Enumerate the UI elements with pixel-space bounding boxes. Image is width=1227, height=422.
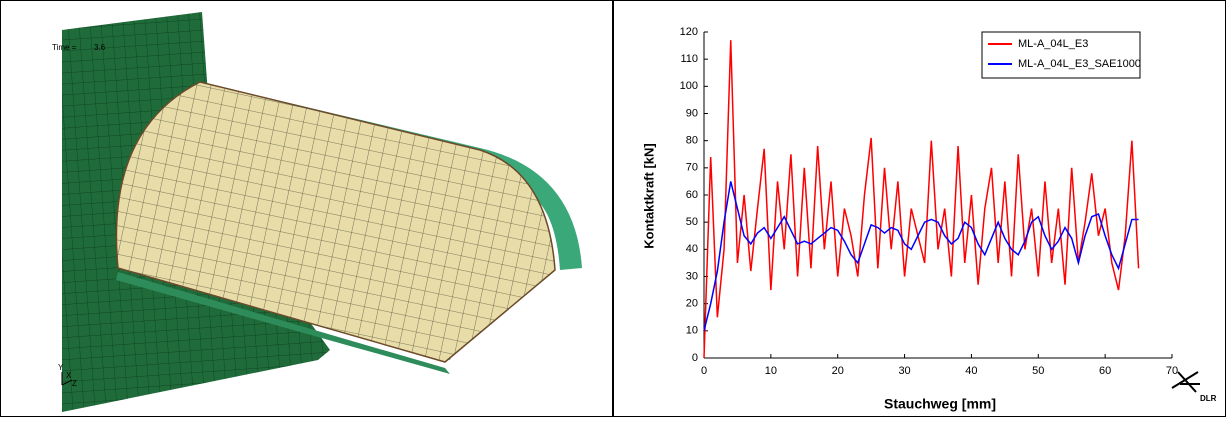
logo-mark bbox=[1171, 371, 1200, 393]
time-value: 3.6 bbox=[94, 43, 106, 52]
time-label: Time = bbox=[52, 43, 77, 52]
x-tick-label: 20 bbox=[832, 365, 844, 377]
y-tick-label: 50 bbox=[686, 216, 698, 228]
legend-label: ML-A_04L_E3_SAE1000 bbox=[1018, 58, 1141, 70]
y-tick-label: 90 bbox=[686, 107, 698, 119]
triad bbox=[61, 379, 73, 386]
y-tick-label: 100 bbox=[680, 80, 698, 92]
series-line bbox=[703, 40, 1140, 359]
x-tick-label: 0 bbox=[701, 365, 707, 377]
y-axis-label: Kontaktkraft [kN] bbox=[641, 143, 656, 248]
y-tick-label: 120 bbox=[680, 26, 698, 38]
y-tick-label: 20 bbox=[686, 298, 698, 310]
x-tick-label: 60 bbox=[1099, 365, 1111, 377]
y-tick-label: 80 bbox=[686, 135, 698, 147]
x-tick-label: 40 bbox=[965, 365, 977, 377]
tube-edge bbox=[116, 272, 450, 374]
axis-label: X bbox=[66, 371, 72, 380]
tube-mesh bbox=[116, 82, 556, 362]
y-tick-label: 110 bbox=[680, 53, 698, 65]
y-tick-label: 30 bbox=[686, 270, 698, 282]
x-tick-label: 50 bbox=[1032, 365, 1044, 377]
y-tick-label: 40 bbox=[686, 243, 698, 255]
y-tick-label: 10 bbox=[686, 325, 698, 337]
logo: DLR bbox=[1200, 394, 1217, 403]
y-tick-label: 70 bbox=[686, 162, 698, 174]
x-tick-label: 70 bbox=[1166, 365, 1178, 377]
y-tick-label: 0 bbox=[692, 352, 698, 364]
legend-label: ML-A_04L_E3 bbox=[1018, 38, 1088, 50]
chart: Kontaktkraft [kN] Stauchweg [mm] DLR bbox=[641, 143, 1216, 411]
x-axis-label: Stauchweg [mm] bbox=[884, 396, 996, 412]
series-line bbox=[703, 181, 1139, 332]
axis-label: Z bbox=[72, 379, 77, 388]
x-tick-label: 30 bbox=[898, 365, 910, 377]
axis-label: Y bbox=[58, 363, 64, 372]
x-tick-label: 10 bbox=[765, 365, 777, 377]
y-tick-label: 60 bbox=[686, 189, 698, 201]
legend-box bbox=[981, 31, 1141, 79]
simulation-view: Time = 3.6 Y X Z bbox=[52, 12, 583, 412]
